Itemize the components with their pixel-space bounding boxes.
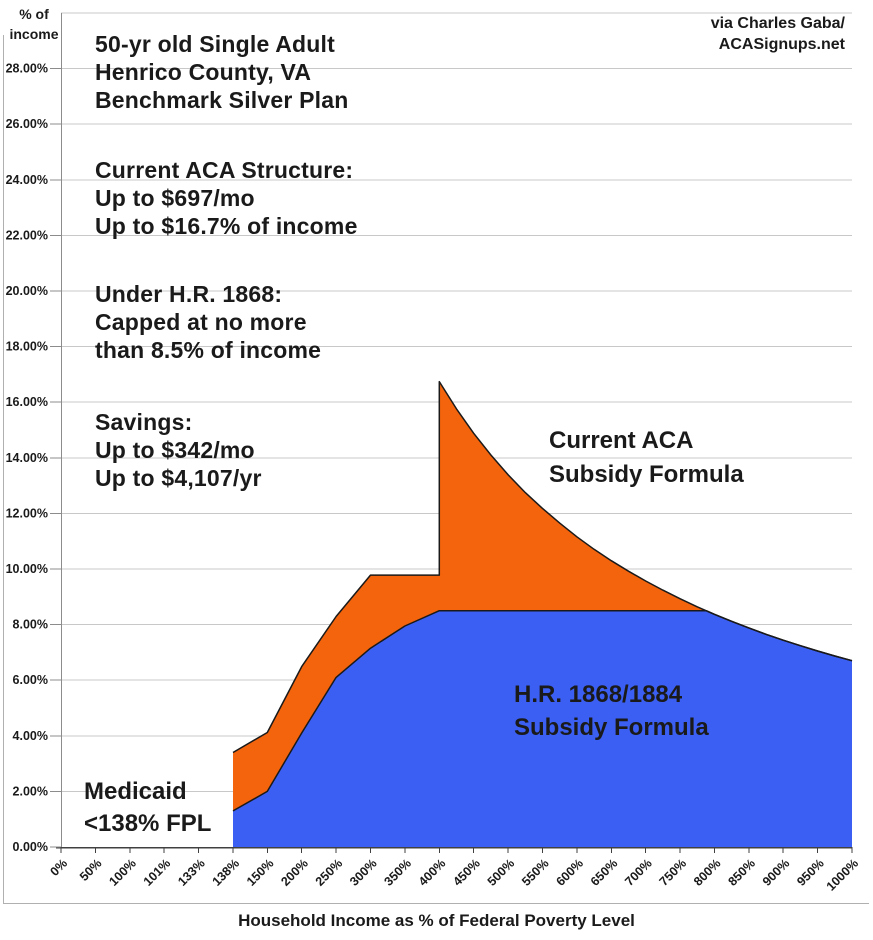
x-tick-label: 300% (347, 856, 380, 889)
y-tick-label: 24.00% (6, 173, 48, 187)
y-tick-label: 22.00% (6, 228, 48, 242)
y-tick-label: 4.00% (13, 729, 48, 743)
y-tick-label: 10.00% (6, 562, 48, 576)
x-tick-label: 950% (794, 856, 827, 889)
y-tick-label: 18.00% (6, 340, 48, 354)
annotation-under-hr1868: Under H.R. 1868: Capped at no more than … (95, 281, 322, 363)
x-tick-label: 800% (691, 856, 724, 889)
x-tick-label: 250% (313, 856, 346, 889)
x-tick-label: 700% (622, 856, 655, 889)
y-tick-label: 12.00% (6, 506, 48, 520)
y-tick-label: 26.00% (6, 117, 48, 131)
y-tick-label: 14.00% (6, 451, 48, 465)
x-tick-label: 350% (382, 856, 415, 889)
x-tick-label: 850% (725, 856, 758, 889)
annotation-savings: Savings: Up to $342/mo Up to $4,107/yr (95, 409, 262, 491)
orange-series-label: Current ACA Subsidy Formula (549, 427, 744, 488)
x-tick-label: 138% (210, 856, 243, 889)
annotation-current-aca-structure: Current ACA Structure: Up to $697/mo Up … (95, 157, 358, 239)
annotation-scenario: 50-yr old Single Adult Henrico County, V… (95, 31, 349, 113)
x-tick-label: 650% (588, 856, 621, 889)
y-tick-label: 8.00% (13, 618, 48, 632)
y-tick-label: 6.00% (13, 673, 48, 687)
x-tick-label: 550% (519, 856, 552, 889)
x-tick-label: 450% (450, 856, 483, 889)
annotation-medicaid: Medicaid <138% FPL (84, 778, 212, 837)
x-axis-title: Household Income as % of Federal Poverty… (238, 911, 635, 930)
y-tick-label: 16.00% (6, 395, 48, 409)
x-tick-label: 101% (141, 856, 174, 889)
x-tick-label: 400% (416, 856, 449, 889)
x-tick-label: 200% (278, 856, 311, 889)
blue-series-label: H.R. 1868/1884 Subsidy Formula (514, 681, 709, 741)
x-tick-label: 500% (485, 856, 518, 889)
y-axis-title: % of income (9, 6, 59, 42)
y-tick-label: 20.00% (6, 284, 48, 298)
y-tick-label: 28.00% (6, 62, 48, 76)
x-tick-label: 150% (244, 856, 277, 889)
x-tick-label: 0% (47, 856, 70, 879)
attribution-text: via Charles Gaba/ ACASignups.net (710, 15, 845, 53)
y-tick-label: 2.00% (13, 784, 48, 798)
y-tick-label: 0.00% (13, 840, 48, 854)
x-tick-label: 900% (760, 856, 793, 889)
x-tick-label: 750% (657, 856, 690, 889)
x-tick-label: 100% (106, 856, 139, 889)
x-tick-label: 1000% (824, 856, 861, 893)
hr1868-area (233, 610, 852, 847)
x-tick-label: 50% (77, 856, 105, 884)
x-tick-label: 133% (175, 856, 208, 889)
x-tick-label: 600% (553, 856, 586, 889)
hr1868-line (232, 609, 853, 812)
